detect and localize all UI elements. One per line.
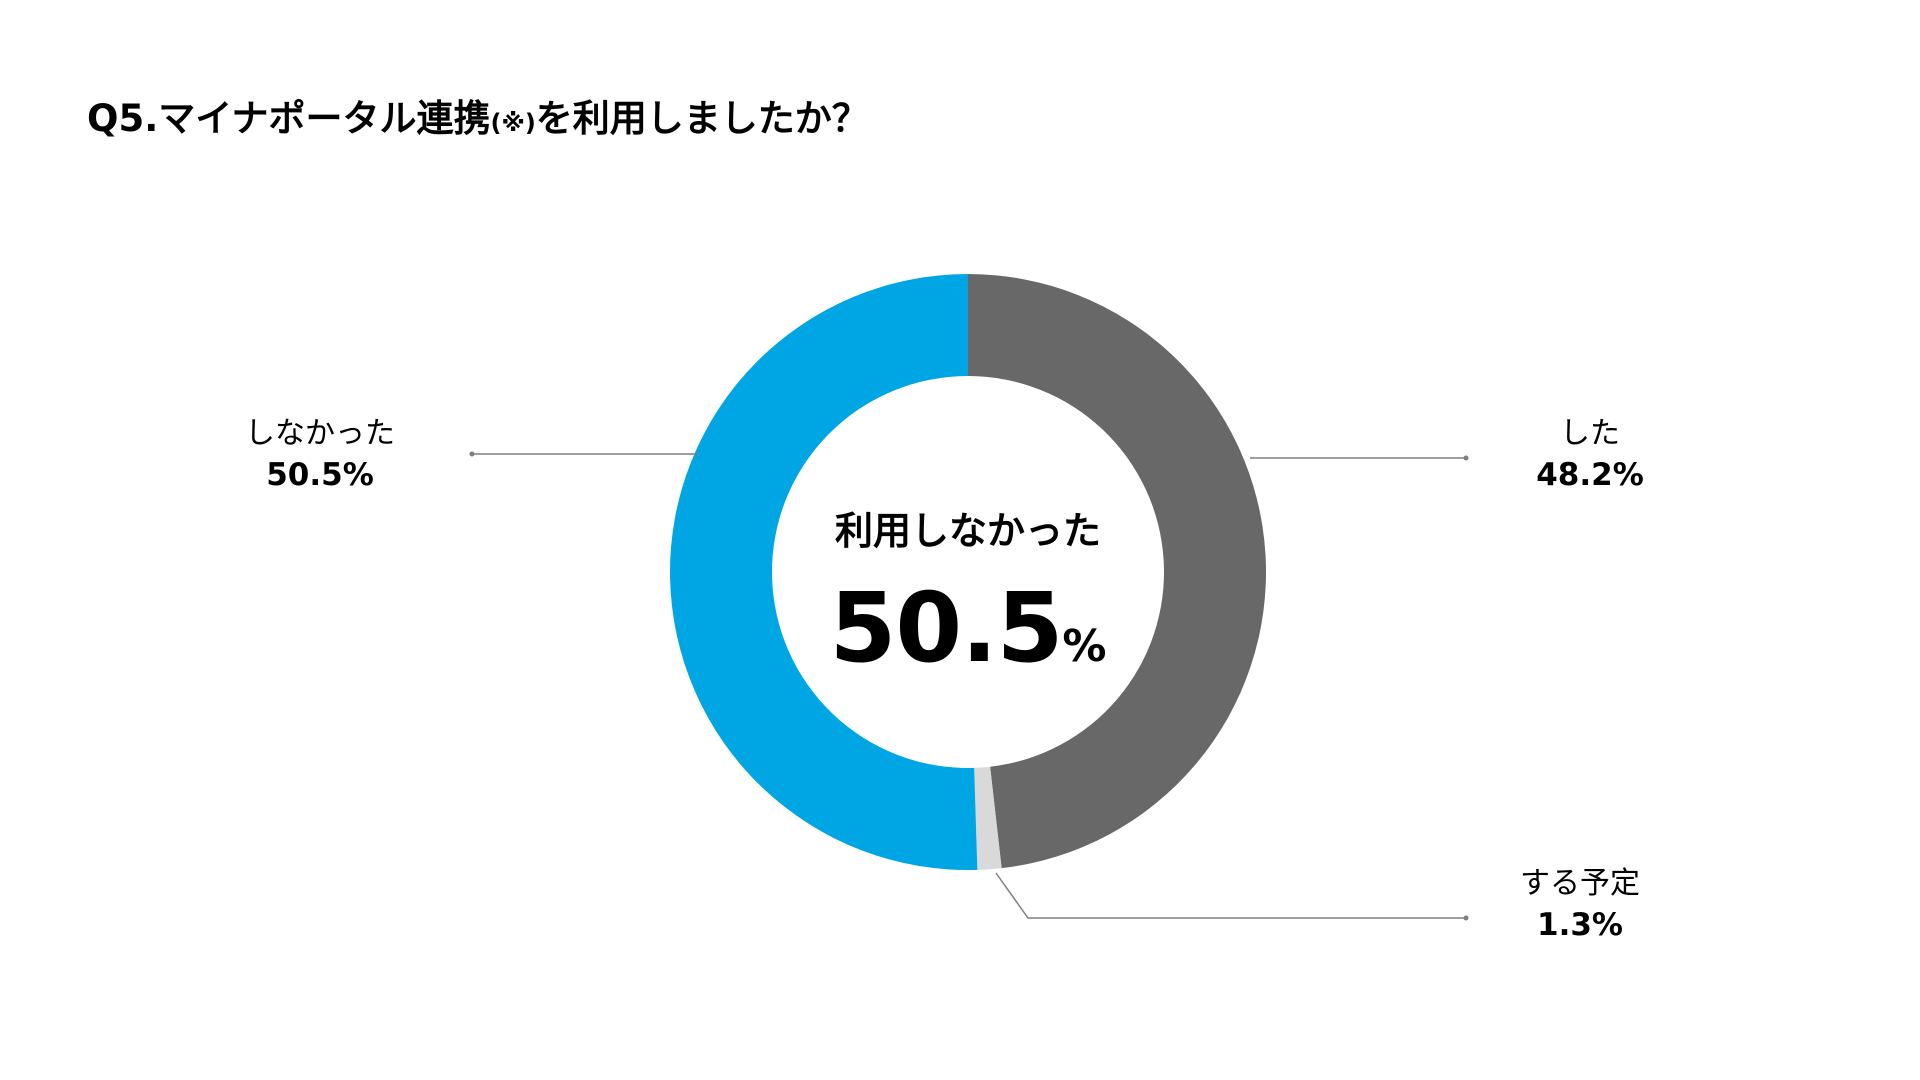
data-label-shinakatta-name: しなかった [245,416,395,451]
center-value: 50.5% [830,572,1107,684]
title-main: Q5.マイナポータル連携 [87,97,491,140]
data-label-shinakatta: しなかった 50.5% [245,414,395,496]
center-label: 利用しなかった [834,509,1102,553]
donut-slice-2 [669,274,978,871]
data-label-shita-value: 48.2% [1536,457,1644,493]
data-label-suru-yotei-name: する予定 [1520,866,1640,901]
title-tail: を利用しましたか？ [535,97,869,140]
chart-title: Q5.マイナポータル連携(※)を利用しましたか？ [87,88,869,142]
leader-lines [469,451,1469,921]
data-label-suru-yotei: する予定 1.3% [1520,864,1640,946]
title-note: (※) [490,109,536,137]
donut-slice-1 [974,766,1002,870]
donut-slices [669,274,1266,871]
center-value-unit: % [1062,621,1107,672]
center-value-number: 50.5 [829,572,1064,684]
donut-slice-0 [968,274,1266,869]
leader-line-shita-dot [1463,455,1469,461]
data-label-shita-name: した [1559,416,1620,451]
leader-line-suru-yotei [995,872,1466,919]
leader-line-shinakatta-dot [469,451,475,457]
leader-line-suru-yotei-dot [1463,915,1469,921]
data-label-shinakatta-value: 50.5% [266,457,374,493]
data-label-shita: した 48.2% [1536,414,1644,496]
data-label-suru-yotei-value: 1.3% [1537,907,1623,943]
